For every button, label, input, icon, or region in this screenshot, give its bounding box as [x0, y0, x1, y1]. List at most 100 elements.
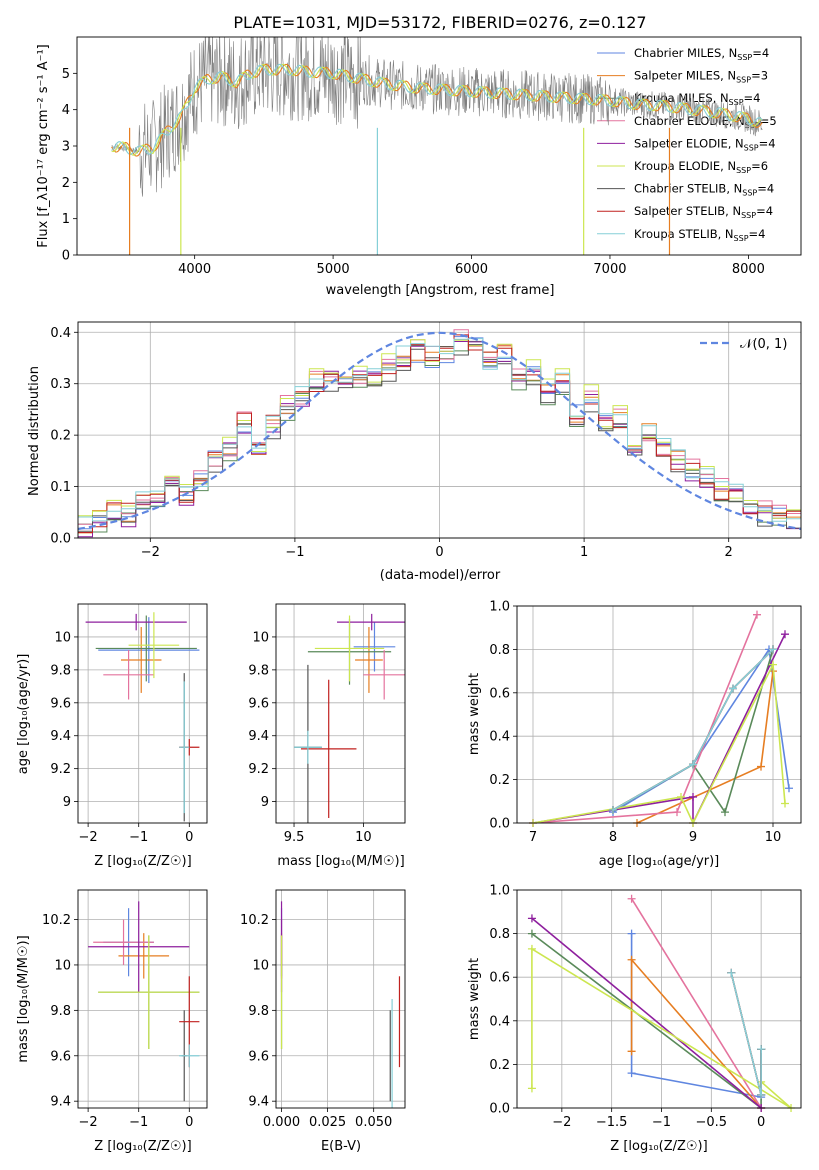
p4-xtick-label: 9.5	[284, 830, 305, 845]
p8-line-kroupa_elodie	[531, 947, 792, 1108]
p5-xtick-label: 7	[529, 830, 537, 845]
p7-ytick-label: 10	[252, 958, 269, 973]
spectrum-ytick-label: 1	[62, 212, 70, 227]
spectrum-ytick-label: 4	[62, 103, 70, 118]
p8-line-salpeter_elodie	[531, 917, 762, 1108]
p6-xlabel: Z [log₁₀(Z/Z☉)]	[94, 1139, 191, 1154]
p7-xlabel: E(B-V)	[321, 1139, 361, 1154]
spectrum-ytick-label: 5	[62, 67, 70, 82]
p6-ytick-label: 10	[54, 958, 71, 973]
hist-xlabel: (data-model)/error	[380, 568, 501, 583]
p6-xtick-label: 0	[185, 1115, 193, 1130]
p8-ylabel: mass weight	[467, 958, 482, 1040]
legend-label-salpeter_elodie: Salpeter ELODIE, NSSP=4	[634, 136, 776, 152]
p8-marker-salpeter_elodie	[527, 914, 536, 923]
p4-xlabel: mass [log₁₀(M/M☉)]	[277, 854, 404, 869]
p3-ytick-label: 9.8	[50, 663, 71, 678]
legend-label-kroupa_elodie: Kroupa ELODIE, NSSP=6	[634, 159, 768, 175]
p5-marker-kroupa_stelib	[769, 645, 777, 654]
p4-ytick-label: 9.8	[248, 663, 269, 678]
p4-xtick-label: 10	[355, 830, 372, 845]
p8-ytick-label: 0.4	[489, 1014, 510, 1029]
hist-xtick-label: 2	[725, 545, 733, 560]
spectrum-data	[111, 37, 763, 197]
p8-line-kroupa_stelib	[730, 972, 762, 1096]
hist-step-kroupa_stelib	[78, 338, 801, 522]
p5-line-salpeter_elodie	[532, 633, 786, 823]
p3-xtick-label: −1	[129, 830, 148, 845]
p5-marker-salpeter_elodie	[781, 630, 789, 639]
p8-ytick-label: 0.2	[489, 1058, 510, 1073]
spectrum-model-kroupa_stelib	[111, 63, 763, 155]
p4-ytick-label: 9.6	[248, 696, 269, 711]
p6-xtick-label: −2	[79, 1115, 98, 1130]
spectrum-ylabel: Flux [f_λ10⁻¹⁷ erg cm⁻² s⁻¹ A⁻¹]	[36, 44, 51, 248]
p5-ytick-label: 0.6	[489, 686, 510, 701]
p5-ytick-label: 0.4	[489, 730, 510, 745]
legend-label-chabrier_miles: Chabrier MILES, NSSP=4	[634, 46, 769, 62]
p8-ytick-label: 1.0	[489, 884, 510, 899]
hist-xtick-label: −1	[285, 545, 304, 560]
hist-legend-label: 𝒩(0, 1)	[740, 337, 787, 352]
p7-ytick-label: 9.4	[248, 1095, 269, 1110]
hist-step-salpeter_stelib	[78, 334, 801, 533]
p5-marker-kroupa_miles	[721, 808, 729, 817]
p8-ytick-label: 0.6	[489, 971, 510, 986]
p5-axes: 7 8 9 10 0.0 0.2 0.4 0.6 0.8 1.0	[489, 600, 801, 845]
p7-xtick-label: 0.025	[309, 1115, 346, 1130]
p5-marker-kroupa_elodie	[769, 660, 777, 669]
p5-ytick-label: 1.0	[489, 600, 510, 615]
p4-axes: 9.5 10 9 9.2 9.4 9.6 9.8 10	[248, 604, 405, 845]
p6-ylabel: mass [log₁₀(M/M☉)]	[16, 935, 31, 1062]
p8-marker-kroupa_stelib	[727, 968, 736, 977]
p3-ylabel: age [log₁₀(age/yr)]	[16, 654, 31, 775]
spectrum-xtick-label: 4000	[178, 262, 211, 277]
p4-ytick-label: 10	[252, 630, 269, 645]
hist-xtick-label: 0	[435, 545, 443, 560]
p3-ytick-label: 9.2	[50, 762, 71, 777]
spectrum-legend: Chabrier MILES, NSSP=4 Salpeter MILES, NS…	[597, 46, 777, 243]
chart-title: PLATE=1031, MJD=53172, FIBERID=0276, z=0…	[233, 13, 646, 32]
p8-xtick-label: −1.5	[596, 1115, 628, 1130]
p6-frame	[77, 889, 208, 1109]
p7-frame	[275, 889, 406, 1109]
p5-marker-chabrier_elodie	[673, 808, 681, 817]
p8-marker-salpeter_miles	[627, 1047, 636, 1056]
p8-xtick-label: −0.5	[696, 1115, 728, 1130]
hist-frame	[77, 321, 802, 539]
p8-ytick-label: 0.0	[489, 1102, 510, 1117]
p8-xtick-label: −1	[652, 1115, 671, 1130]
spectrum-xtick-label: 7000	[593, 262, 626, 277]
p6-xtick-label: −1	[129, 1115, 148, 1130]
p3-ytick-label: 9.6	[50, 696, 71, 711]
p8-marker-chabrier_miles	[627, 1069, 636, 1078]
p7-axes: 0.000 0.025 0.050 9.4 9.6 9.8 10 10.2	[240, 890, 405, 1130]
spectrum-axes: 4000 5000 6000 7000 8000 0 1 2 3 4 5	[62, 67, 765, 277]
spectrum-model-salpeter_miles	[111, 63, 763, 157]
p5-line-chabrier_miles	[612, 647, 790, 813]
p5-ytick-label: 0.0	[489, 817, 510, 832]
p5-marker-chabrier_miles	[785, 784, 793, 793]
spectrum-ytick-label: 3	[62, 140, 70, 155]
p5-marker-kroupa_stelib	[689, 760, 697, 769]
spectrum-xtick-label: 6000	[455, 262, 488, 277]
p8-marker-kroupa_miles	[527, 929, 536, 938]
hist-xtick-label: 1	[580, 545, 588, 560]
spectrum-xtick-label: 5000	[317, 262, 350, 277]
p5-marker-kroupa_elodie	[677, 792, 685, 801]
p8-xtick-label: 0	[757, 1115, 765, 1130]
p5-ytick-label: 0.8	[489, 643, 510, 658]
p5-marker-chabrier_elodie	[753, 610, 761, 619]
p5-marker-kroupa_stelib	[609, 805, 617, 814]
p7-xtick-label: 0.050	[355, 1115, 392, 1130]
p6-axes: −2 −1 0 9.4 9.6 9.8 10 10.2	[42, 890, 207, 1130]
legend-label-chabrier_stelib: Chabrier STELIB, NSSP=4	[634, 182, 774, 198]
gaussian-curve	[77, 331, 802, 531]
p7-ytick-label: 10.2	[240, 913, 269, 928]
p4-ytick-label: 9.2	[248, 762, 269, 777]
legend-label-salpeter_miles: Salpeter MILES, NSSP=3	[634, 69, 768, 85]
p6-ytick-label: 9.4	[50, 1095, 71, 1110]
hist-ytick-label: 0.3	[50, 377, 71, 392]
p8-xtick-label: −2	[552, 1115, 571, 1130]
